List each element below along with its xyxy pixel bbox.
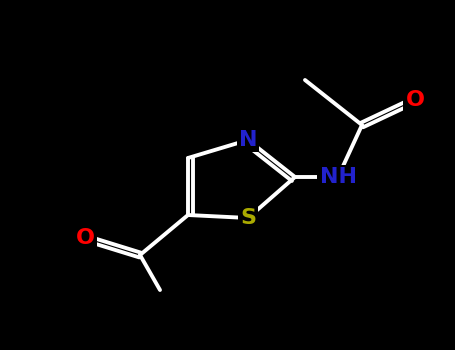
Text: NH: NH xyxy=(319,167,357,187)
Text: N: N xyxy=(239,130,257,150)
Text: O: O xyxy=(76,228,95,248)
Text: S: S xyxy=(240,208,256,228)
Text: O: O xyxy=(405,90,425,110)
